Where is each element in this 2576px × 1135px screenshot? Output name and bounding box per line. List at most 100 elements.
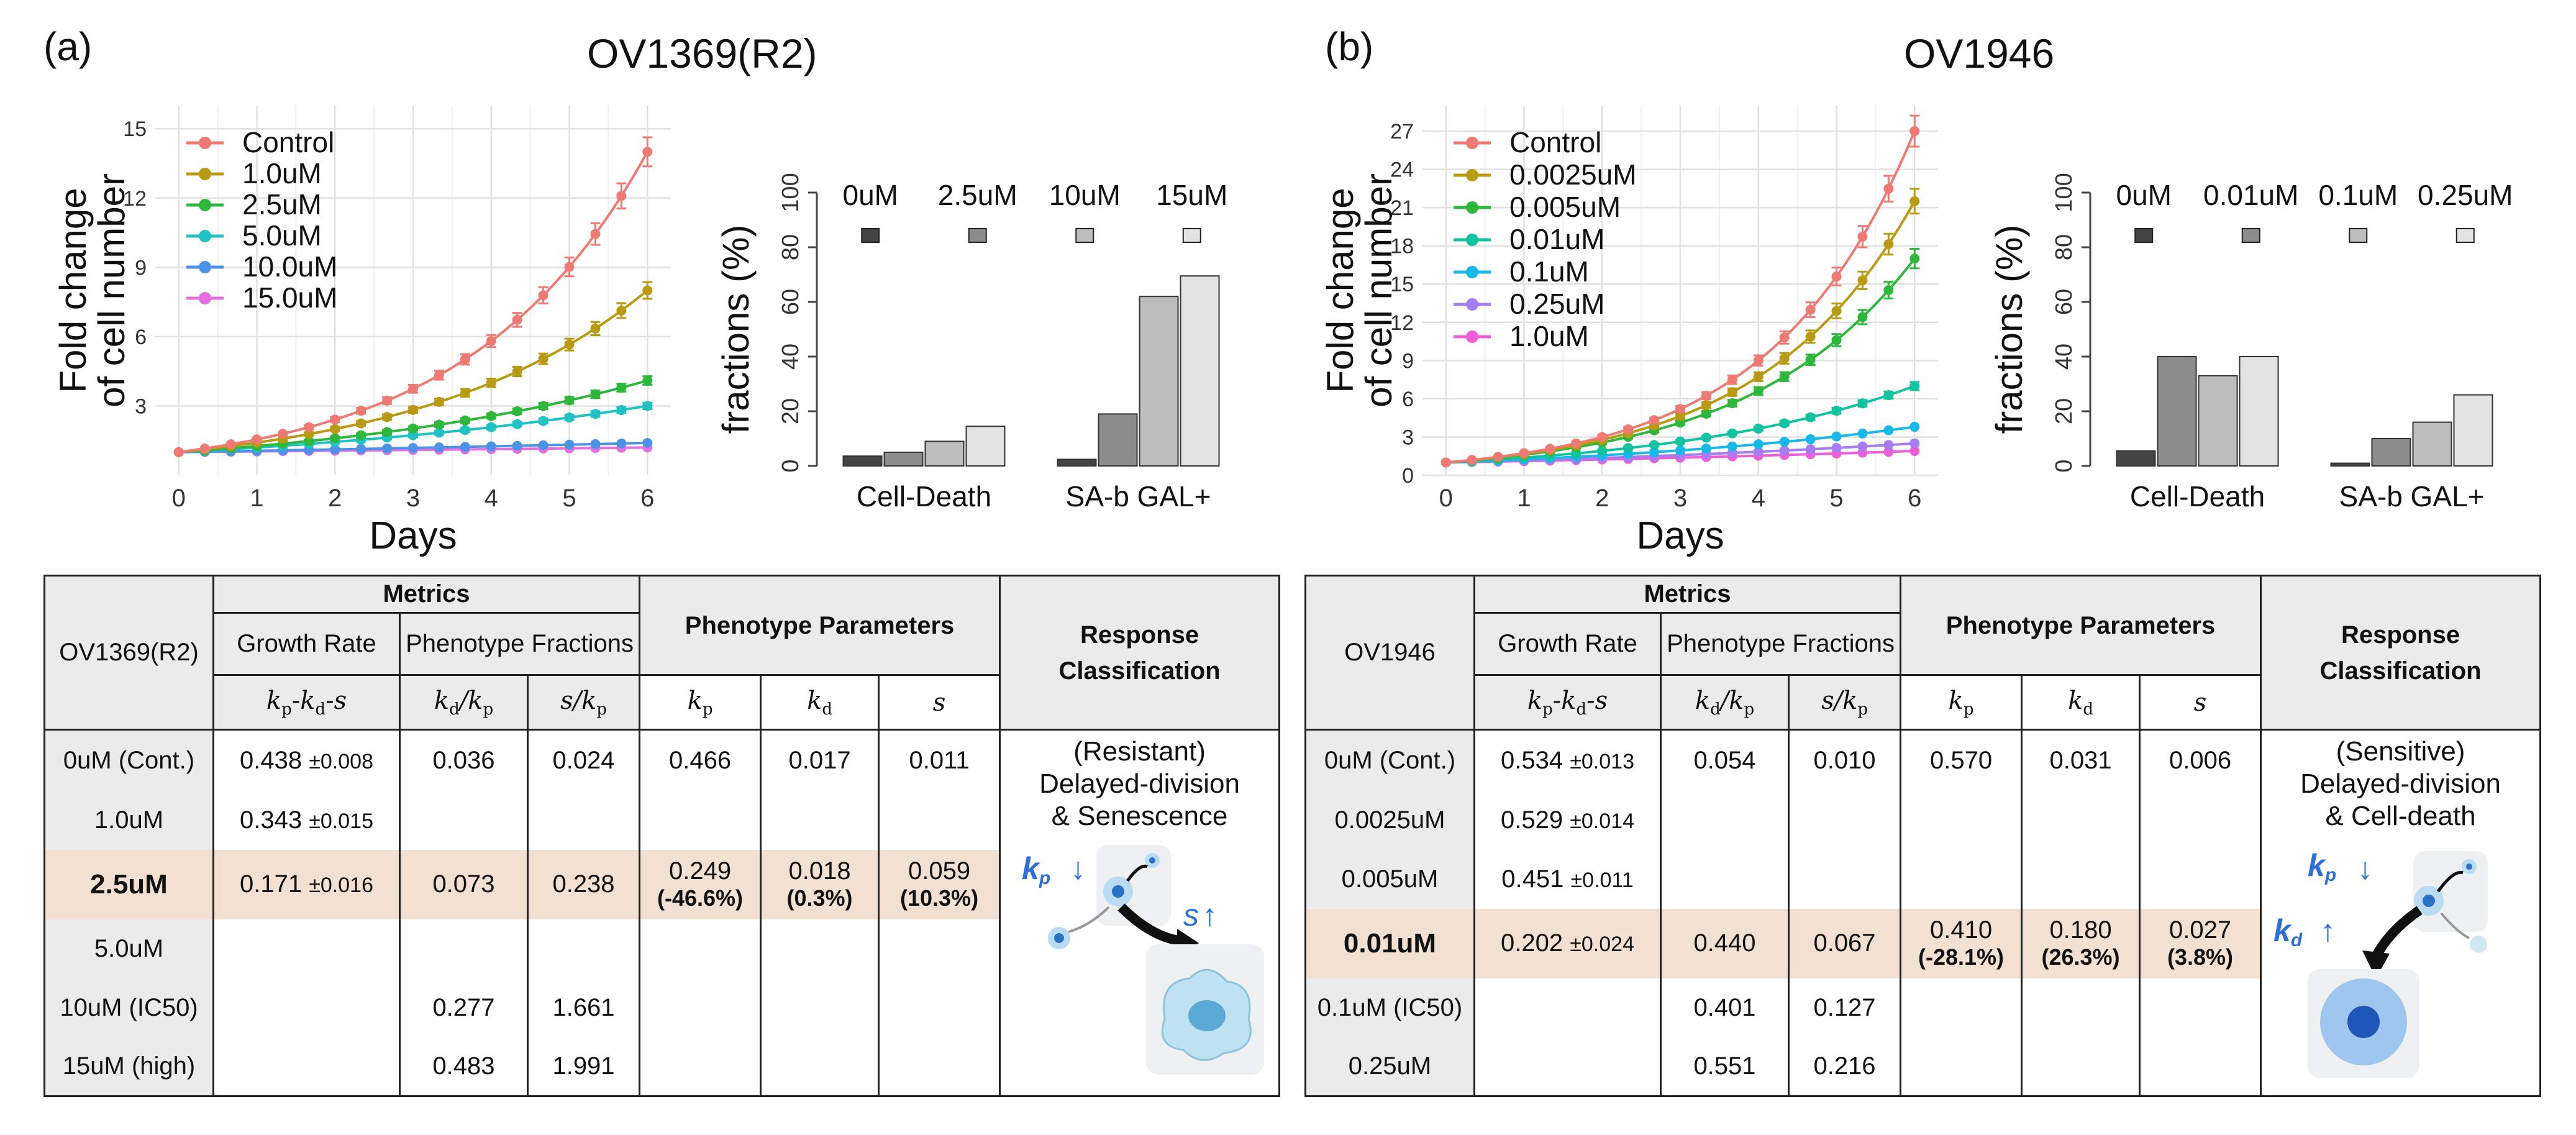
bar bbox=[2412, 421, 2452, 467]
legend-label: 0.25uM bbox=[2418, 179, 2513, 211]
y-tick-label: 6 bbox=[1402, 388, 1414, 411]
data-point bbox=[642, 285, 653, 296]
data-point bbox=[408, 423, 418, 434]
data-point bbox=[434, 442, 444, 453]
dose-cell: 0uM (Cont.) bbox=[1304, 729, 1475, 791]
legend-label: 5.0uM bbox=[242, 219, 322, 252]
y-tick-label: 40 bbox=[2051, 344, 2077, 370]
data-point bbox=[1597, 432, 1608, 442]
legend-swatch bbox=[2241, 228, 2260, 243]
data-point bbox=[1467, 455, 1477, 465]
legend-marker bbox=[199, 292, 211, 304]
s-cell: 0.059 (10.3%) bbox=[878, 849, 1001, 919]
data-point bbox=[564, 262, 575, 272]
y-tick-label: 20 bbox=[778, 398, 804, 424]
legend-label: 0.0025uM bbox=[1509, 158, 1637, 191]
kd-cell: 0.017 bbox=[760, 729, 880, 791]
data-point bbox=[330, 424, 340, 434]
dose-cell: 10uM (IC50) bbox=[43, 978, 214, 1037]
bar bbox=[842, 455, 883, 467]
x-tick-label: 1 bbox=[250, 485, 263, 512]
data-point bbox=[434, 370, 444, 380]
kd-up-arrow-icon: ↑ bbox=[2320, 913, 2336, 948]
growth-rate-header: Growth Rate bbox=[1473, 612, 1662, 676]
metrics-header: Metrics bbox=[1473, 575, 1902, 614]
response-line-3: & Senescence bbox=[1051, 801, 1228, 831]
data-point bbox=[1727, 428, 1737, 439]
x-tick-label: 5 bbox=[1829, 485, 1843, 512]
dose-cell: 5.0uM bbox=[43, 919, 214, 978]
data-point bbox=[252, 434, 262, 445]
data-point bbox=[1831, 442, 1842, 453]
data-point bbox=[1753, 371, 1764, 382]
s-cell bbox=[2139, 978, 2262, 1037]
kp-down-arrow-icon: ↓ bbox=[2357, 851, 2373, 886]
dose-cell-highlight: 0.01uM bbox=[1304, 908, 1475, 978]
panel-a-title: OV1369(R2) bbox=[587, 30, 817, 76]
data-point bbox=[460, 388, 470, 398]
legend-label: Control bbox=[1509, 126, 1601, 158]
kd-kp-symbol: kd/kp bbox=[399, 674, 529, 731]
bar bbox=[2239, 356, 2279, 467]
kp-symbol: kp bbox=[1900, 674, 2023, 731]
y-tick-label: 15 bbox=[123, 117, 147, 141]
data-point bbox=[1779, 353, 1790, 363]
minor-arrow-icon bbox=[1067, 906, 1109, 933]
y-tick-label: 12 bbox=[1390, 311, 1414, 335]
panel-b-label: (b) bbox=[1325, 24, 1374, 69]
dose-cell: 0.1uM (IC50) bbox=[1304, 978, 1475, 1037]
y-tick-label: 9 bbox=[135, 256, 147, 280]
data-point bbox=[1493, 452, 1503, 462]
legend-swatch bbox=[861, 228, 880, 243]
dose-cell: 0.0025uM bbox=[1304, 790, 1475, 850]
y-tick-label: 3 bbox=[1402, 426, 1414, 449]
data-point bbox=[356, 418, 366, 429]
division-arrow-icon bbox=[1126, 864, 1148, 882]
small-nucleus-icon bbox=[1149, 857, 1155, 864]
bar bbox=[965, 426, 1006, 467]
legend-swatch bbox=[2349, 228, 2368, 243]
panel-b-title: OV1946 bbox=[1904, 30, 2055, 76]
group-label: Cell-Death bbox=[2130, 480, 2265, 513]
kd-label: kd bbox=[2273, 913, 2303, 950]
s-kp-cell bbox=[1787, 790, 1902, 850]
legend-swatch bbox=[1075, 228, 1095, 243]
kp-label: kp bbox=[1022, 851, 1050, 888]
data-point bbox=[538, 290, 548, 301]
data-point bbox=[512, 440, 522, 451]
data-point bbox=[616, 191, 627, 201]
s-cell: 0.006 bbox=[2139, 729, 2262, 791]
kd-kp-cell: 0.440 bbox=[1660, 908, 1790, 978]
kd-cell bbox=[2021, 849, 2141, 909]
s-kp-cell: 0.067 bbox=[1787, 908, 1902, 978]
legend-label: 2.5uM bbox=[242, 188, 322, 221]
data-point bbox=[616, 305, 627, 316]
data-point bbox=[1649, 440, 1660, 450]
y-tick-label: 18 bbox=[1390, 235, 1414, 258]
y-tick-label: 0 bbox=[2051, 459, 2077, 472]
legend-marker bbox=[1466, 201, 1478, 214]
data-point bbox=[1675, 445, 1685, 456]
y-tick-label: 100 bbox=[2051, 173, 2077, 212]
data-point bbox=[1883, 390, 1894, 401]
legend-marker bbox=[1466, 137, 1478, 149]
growth-rate-cell: 0.343 ±0.015 bbox=[212, 790, 401, 850]
data-point bbox=[1701, 390, 1711, 401]
s-kp-cell: 1.661 bbox=[526, 978, 641, 1037]
growth-rate-cell bbox=[212, 1037, 401, 1097]
data-point bbox=[538, 353, 548, 364]
phenotype-fractions-header: Phenotype Fractions bbox=[1659, 612, 1902, 676]
data-point bbox=[1675, 411, 1685, 421]
x-tick-label: 0 bbox=[172, 485, 186, 512]
data-point bbox=[642, 437, 653, 448]
y-axis-label-line-1: Fold change bbox=[1319, 188, 1361, 393]
parameter-table-b: OV1946 Metrics Phenotype Parameters Resp… bbox=[1304, 575, 2542, 1097]
data-point bbox=[512, 406, 522, 416]
growth-rate-symbol: kp-kd-s bbox=[212, 674, 401, 731]
x-tick-label: 4 bbox=[485, 485, 498, 512]
s-up-arrow-icon: ↑ bbox=[1202, 898, 1217, 932]
y-tick-label: 100 bbox=[778, 173, 804, 212]
legend-label: 1.0uM bbox=[1509, 320, 1589, 352]
s-cell bbox=[878, 919, 1001, 978]
cell-death-illustration: kp ↓ kd ↑ bbox=[2273, 848, 2488, 1078]
